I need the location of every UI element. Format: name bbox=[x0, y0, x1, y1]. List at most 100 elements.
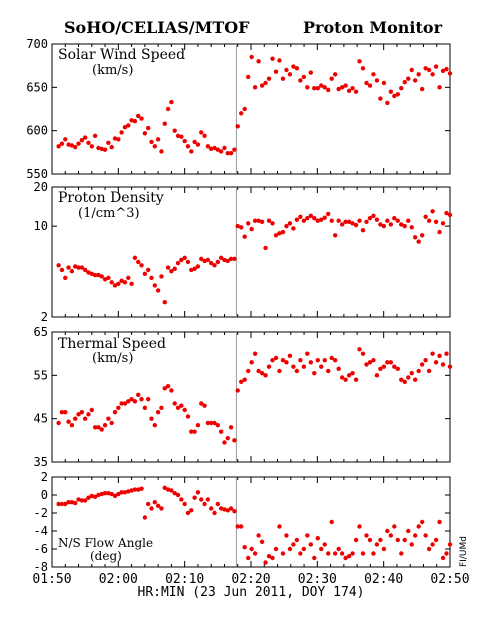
data-point bbox=[294, 537, 300, 543]
data-point bbox=[169, 388, 174, 393]
data-point bbox=[122, 401, 128, 406]
data-point bbox=[129, 396, 134, 402]
data-point bbox=[136, 113, 141, 119]
data-point bbox=[395, 366, 400, 372]
data-point bbox=[385, 218, 390, 223]
data-point bbox=[270, 56, 275, 61]
x-axis-title: HR:MIN (23 Jun 2011, DOY 174) bbox=[138, 585, 365, 600]
data-point bbox=[66, 265, 71, 270]
data-point bbox=[212, 263, 217, 268]
data-point bbox=[122, 280, 128, 285]
data-point bbox=[82, 416, 88, 421]
data-point bbox=[102, 147, 108, 152]
data-point bbox=[209, 260, 214, 266]
data-point bbox=[109, 144, 114, 150]
data-point bbox=[287, 353, 293, 359]
data-point bbox=[86, 495, 91, 500]
data-point bbox=[315, 357, 320, 363]
data-point bbox=[336, 86, 341, 92]
data-point bbox=[385, 528, 390, 534]
data-point bbox=[346, 219, 352, 224]
y-tick-label: 65 bbox=[34, 325, 48, 339]
data-point bbox=[245, 555, 251, 561]
data-point bbox=[402, 79, 407, 85]
data-point bbox=[284, 67, 289, 73]
data-point bbox=[388, 533, 394, 538]
data-point bbox=[129, 488, 134, 493]
data-point bbox=[145, 267, 151, 273]
data-point bbox=[350, 86, 355, 91]
data-point bbox=[192, 266, 197, 271]
data-point bbox=[371, 213, 376, 219]
data-point bbox=[433, 219, 439, 224]
data-point bbox=[378, 366, 383, 372]
data-point bbox=[218, 506, 224, 511]
figure-left-title: SoHO/CELIAS/MTOF bbox=[64, 18, 250, 37]
data-point bbox=[280, 76, 286, 81]
data-point bbox=[263, 373, 268, 378]
data-point bbox=[322, 85, 327, 90]
data-point bbox=[437, 353, 442, 359]
data-point bbox=[364, 533, 369, 538]
data-point bbox=[189, 508, 194, 513]
data-point bbox=[179, 403, 184, 408]
data-point bbox=[287, 546, 293, 552]
data-point bbox=[447, 364, 453, 369]
data-point bbox=[109, 280, 114, 285]
data-point bbox=[76, 141, 81, 146]
data-point bbox=[433, 64, 439, 69]
y-tick-label: 0 bbox=[41, 488, 48, 502]
data-point bbox=[159, 405, 164, 411]
data-point bbox=[381, 80, 387, 86]
data-point bbox=[132, 487, 138, 492]
data-point bbox=[419, 519, 425, 525]
data-point bbox=[270, 555, 275, 561]
data-point bbox=[409, 542, 414, 547]
data-point bbox=[199, 497, 204, 502]
data-point bbox=[277, 524, 282, 529]
data-point bbox=[332, 233, 338, 238]
x-tick-label: 01:50 bbox=[32, 572, 71, 587]
data-point bbox=[319, 83, 324, 88]
data-point bbox=[185, 259, 191, 265]
data-point bbox=[99, 146, 104, 152]
data-point bbox=[364, 80, 369, 86]
data-point bbox=[252, 218, 258, 223]
data-point bbox=[69, 500, 75, 505]
data-point bbox=[235, 124, 240, 129]
data-point bbox=[96, 492, 101, 498]
data-point bbox=[205, 420, 211, 426]
y-tick-label: -8 bbox=[34, 560, 48, 574]
data-point bbox=[76, 265, 81, 270]
data-point bbox=[378, 96, 383, 101]
data-point bbox=[122, 490, 128, 495]
data-point bbox=[126, 275, 131, 281]
data-point bbox=[256, 218, 261, 223]
data-point bbox=[409, 225, 414, 230]
data-point bbox=[215, 259, 221, 265]
data-point bbox=[343, 83, 348, 88]
data-point bbox=[430, 351, 435, 356]
data-point bbox=[332, 72, 338, 77]
y-tick-label: 550 bbox=[26, 167, 48, 181]
data-point bbox=[179, 134, 184, 139]
data-point bbox=[79, 498, 85, 503]
data-point bbox=[142, 271, 148, 276]
data-point bbox=[169, 99, 174, 105]
data-point bbox=[266, 364, 272, 369]
data-point bbox=[112, 136, 118, 141]
data-point bbox=[426, 368, 432, 374]
data-point bbox=[329, 218, 334, 223]
data-point bbox=[142, 405, 148, 411]
data-point bbox=[165, 106, 171, 112]
data-point bbox=[86, 140, 91, 145]
data-point bbox=[406, 375, 411, 380]
data-point bbox=[136, 487, 141, 492]
data-point bbox=[336, 546, 341, 552]
data-point bbox=[126, 123, 131, 128]
data-point bbox=[79, 265, 85, 270]
data-point bbox=[392, 524, 397, 529]
data-point bbox=[106, 275, 111, 281]
data-point bbox=[395, 92, 400, 97]
data-point bbox=[273, 69, 279, 74]
